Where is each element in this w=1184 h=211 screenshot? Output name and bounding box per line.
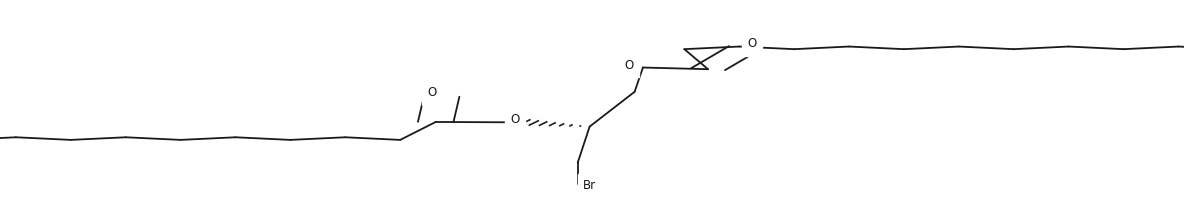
Text: O: O: [747, 37, 757, 50]
Text: O: O: [624, 59, 633, 72]
Text: Br: Br: [583, 179, 597, 192]
Text: O: O: [510, 113, 520, 126]
Text: O: O: [427, 86, 437, 99]
